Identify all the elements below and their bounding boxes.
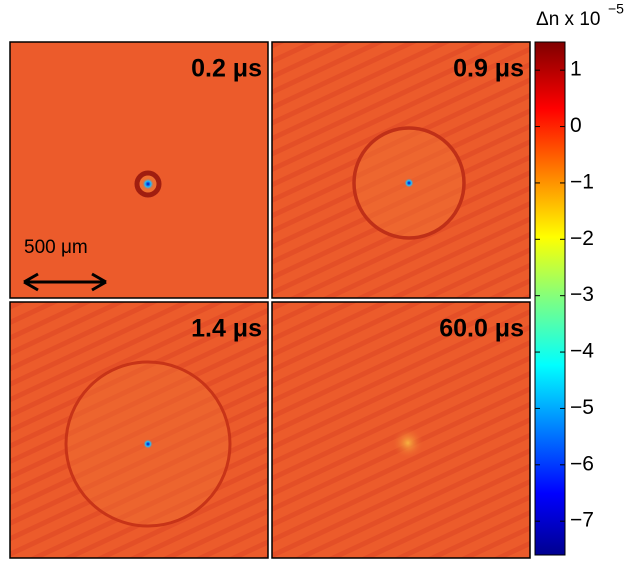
tick-label: 1 [570, 58, 582, 81]
panel-label: 1.4 μs [191, 315, 262, 343]
tick-label: −7 [570, 509, 594, 532]
panel: 0.2 μs 500 μm [9, 41, 269, 299]
tick-label: −6 [570, 452, 594, 475]
colorbar [534, 41, 566, 556]
panel: 0.9 μs [271, 41, 531, 299]
tick-label: −4 [570, 340, 594, 363]
panel-label: 0.2 μs [191, 55, 262, 83]
tick-label: −5 [570, 396, 594, 419]
tick-label: −1 [570, 170, 594, 193]
panel: 1.4 μs [9, 301, 269, 559]
panel-label: 0.9 μs [453, 55, 524, 83]
panel-label: 60.0 μs [439, 315, 524, 343]
tick-label: −2 [570, 227, 594, 250]
panel: 60.0 μs [271, 301, 531, 559]
tick-label: 0 [570, 114, 582, 137]
tick-label: −3 [570, 283, 594, 306]
colorbar-label: Δn x 10 [536, 9, 600, 30]
colorbar-exponent: −5 [608, 1, 624, 17]
scale-bar-label: 500 μm [24, 237, 88, 258]
